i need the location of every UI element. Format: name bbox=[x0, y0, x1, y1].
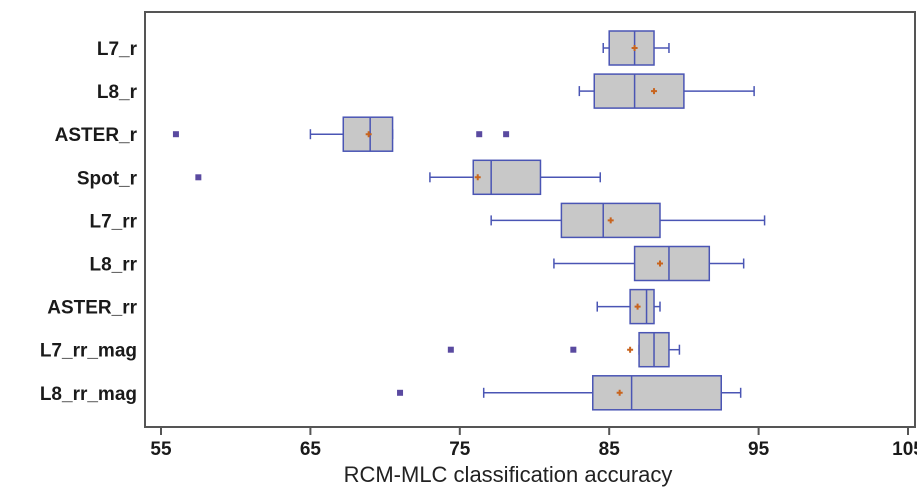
box-spot-r bbox=[195, 159, 601, 196]
x-tick-label: 65 bbox=[300, 439, 322, 460]
outlier-point bbox=[447, 346, 454, 353]
category-label: L7_rr_mag bbox=[40, 341, 137, 362]
box-l7-rr bbox=[490, 202, 766, 239]
outlier-point bbox=[476, 131, 483, 138]
iqr-box bbox=[629, 288, 655, 325]
category-label: L8_rr_mag bbox=[40, 384, 137, 405]
mean-marker bbox=[656, 260, 663, 267]
iqr-box bbox=[592, 375, 722, 411]
box-l8-rr-mag bbox=[397, 375, 742, 411]
box-l8-rr bbox=[553, 245, 745, 282]
category-labels: L7_r L8_r ASTER_r Spot_r L7_rr L8_rr ASTER_rr L… bbox=[40, 39, 138, 405]
mean-marker bbox=[616, 389, 623, 396]
outlier-point bbox=[172, 131, 179, 138]
mean-marker bbox=[365, 131, 372, 138]
box-l7-r bbox=[602, 30, 670, 66]
mean-marker bbox=[607, 217, 614, 224]
category-label: L8_rr bbox=[89, 255, 137, 276]
box-l7-rr-mag bbox=[447, 331, 681, 368]
mean-marker bbox=[634, 303, 641, 310]
plot-area-frame bbox=[144, 11, 916, 428]
outlier-point bbox=[570, 346, 577, 353]
iqr-box bbox=[593, 73, 685, 109]
boxes-layer bbox=[172, 30, 766, 411]
mean-marker bbox=[474, 174, 481, 181]
mean-marker bbox=[627, 346, 634, 353]
x-axis-ticks: 55 65 75 85 95 105 bbox=[150, 427, 917, 460]
x-tick-label: 105 bbox=[892, 439, 917, 460]
category-label: L7_rr bbox=[89, 211, 137, 232]
box-aster-rr bbox=[596, 288, 661, 325]
x-tick-label: 55 bbox=[150, 439, 172, 460]
outlier-point bbox=[397, 389, 404, 396]
outlier-point bbox=[195, 174, 202, 181]
iqr-box bbox=[633, 245, 711, 282]
mean-marker bbox=[651, 88, 658, 95]
outlier-point bbox=[503, 131, 510, 138]
x-axis-title: RCM-MLC classification accuracy bbox=[344, 462, 673, 487]
x-tick-label: 95 bbox=[748, 439, 770, 460]
category-label: L7_r bbox=[97, 39, 138, 60]
iqr-box bbox=[472, 159, 542, 196]
category-label: ASTER_rr bbox=[47, 298, 137, 319]
mean-marker bbox=[631, 45, 638, 51]
category-label: L8_r bbox=[97, 82, 138, 103]
box-aster-r bbox=[172, 116, 510, 152]
category-label: ASTER_r bbox=[55, 125, 138, 146]
x-tick-label: 75 bbox=[449, 439, 471, 460]
box-l8-r bbox=[578, 73, 755, 109]
category-label: Spot_r bbox=[77, 168, 138, 189]
x-tick-label: 85 bbox=[599, 439, 621, 460]
